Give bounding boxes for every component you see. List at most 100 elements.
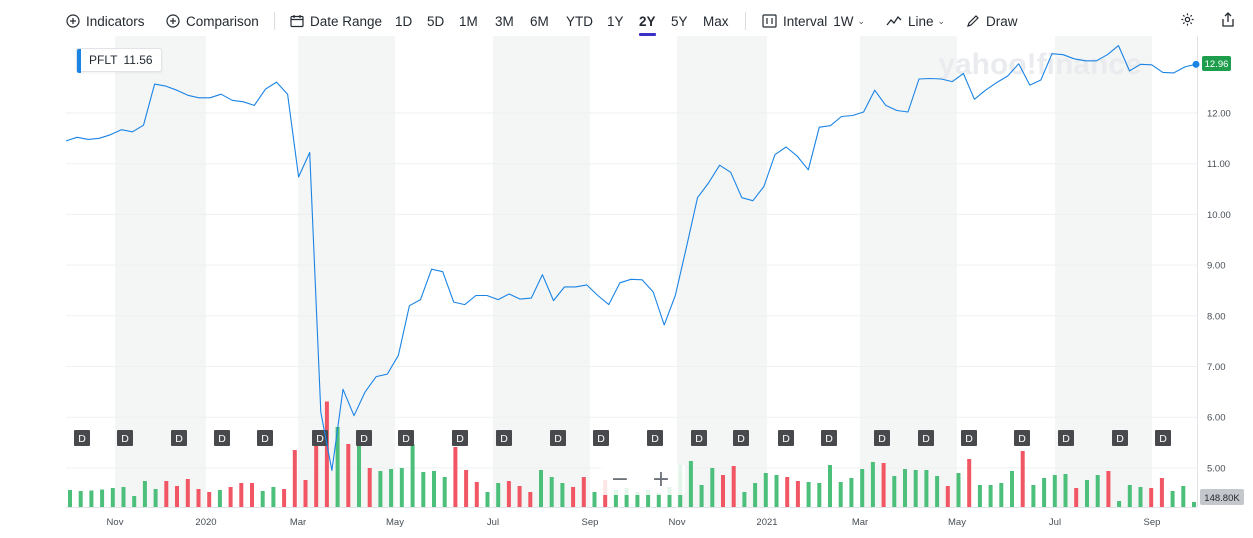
- volume-bar: [474, 482, 479, 507]
- yahoo-finance-watermark: yahoo!finance: [938, 48, 1141, 81]
- volume-bar: [228, 487, 233, 507]
- volume-bar: [795, 481, 800, 507]
- volume-bar: [442, 477, 447, 507]
- date-range-button[interactable]: Date Range: [290, 11, 382, 31]
- dividend-marker: [593, 430, 609, 446]
- dividend-marker-label: D: [402, 433, 410, 445]
- range-5d-button[interactable]: 5D: [427, 13, 445, 29]
- dividend-marker-label: D: [1159, 433, 1167, 445]
- chart-type-label: Line: [908, 13, 934, 29]
- volume-bar: [935, 476, 940, 507]
- dividend-marker-label: D: [456, 433, 464, 445]
- zoom-out-button[interactable]: −: [611, 467, 629, 492]
- volume-bar: [89, 490, 94, 507]
- zoom-controls[interactable]: − +: [601, 465, 685, 495]
- draw-label: Draw: [986, 13, 1018, 29]
- volume-bar: [506, 481, 511, 507]
- volume-bar: [303, 480, 308, 507]
- volume-bar: [378, 471, 383, 507]
- volume-bar: [464, 470, 469, 507]
- volume-bar: [956, 473, 961, 507]
- zoom-in-button[interactable]: +: [652, 467, 670, 492]
- volume-bar: [828, 465, 832, 507]
- dividend-marker-label: D: [316, 433, 324, 445]
- volume-bar: [1149, 488, 1154, 507]
- range-5y-button[interactable]: 5Y: [671, 13, 688, 29]
- dividend-marker: [691, 430, 707, 446]
- volume-bar: [549, 477, 554, 507]
- volume-bar: [217, 490, 222, 507]
- interval-value: 1W: [833, 13, 854, 29]
- volume-bar: [282, 489, 287, 507]
- share-button[interactable]: [1221, 11, 1235, 31]
- volume-bar: [699, 485, 704, 507]
- volume-bar: [571, 487, 576, 507]
- volume-bar: [453, 447, 458, 507]
- range-1m-button[interactable]: 1M: [459, 13, 478, 29]
- volume-bar: [924, 470, 929, 507]
- x-tick-label: May: [948, 517, 966, 528]
- volume-bar: [1020, 451, 1025, 507]
- dividend-marker: [874, 430, 890, 446]
- dividend-marker: [356, 430, 372, 446]
- chart-type-dropdown[interactable]: Line ⌄: [886, 11, 945, 31]
- range-3m-button[interactable]: 3M: [495, 13, 514, 29]
- shade-band: [115, 36, 206, 507]
- indicators-button[interactable]: Indicators: [66, 11, 145, 31]
- y-axis: 5.00 6.00 7.00 8.00 9.00 10.00 11.00 12.00: [1207, 109, 1231, 475]
- dividend-marker-label: D: [825, 433, 833, 445]
- range-1y-button[interactable]: 1Y: [607, 13, 624, 29]
- y-tick-label: 8.00: [1207, 311, 1226, 322]
- volume-bar: [399, 468, 404, 507]
- candle-icon: [762, 14, 777, 28]
- draw-button[interactable]: Draw: [966, 11, 1018, 31]
- volume-bar: [121, 487, 126, 507]
- range-6m-button[interactable]: 6M: [530, 13, 549, 29]
- volume-bar: [314, 440, 319, 507]
- series-symbol: PFLT: [89, 53, 118, 67]
- volume-bar: [421, 472, 426, 507]
- price-series-line: [65, 45, 1197, 471]
- volume-bar: [977, 485, 982, 507]
- volume-bar: [164, 481, 169, 507]
- dividend-marker-label: D: [218, 433, 226, 445]
- volume-bar: [967, 459, 972, 507]
- last-value-badge: [1202, 56, 1231, 71]
- volume-bar: [838, 482, 843, 507]
- dividend-marker: [398, 430, 414, 446]
- dividend-marker-label: D: [1062, 433, 1070, 445]
- comparison-button[interactable]: Comparison: [166, 11, 259, 31]
- dividend-marker: [778, 430, 794, 446]
- volume-bar: [1192, 502, 1196, 507]
- dividend-marker: [1112, 430, 1128, 446]
- x-tick-label: 2021: [756, 517, 777, 528]
- interval-dropdown[interactable]: Interval 1W ⌄: [762, 11, 865, 31]
- interval-label: Interval: [783, 13, 828, 29]
- volume-bar: [849, 478, 854, 507]
- volume-bar: [1074, 488, 1079, 507]
- dividend-marker: [550, 430, 566, 446]
- range-2y-button[interactable]: 2Y: [639, 13, 656, 29]
- volume-bar: [1095, 475, 1100, 507]
- dividend-marker-label: D: [782, 433, 790, 445]
- shade-band: [860, 36, 957, 507]
- range-ytd-button[interactable]: YTD: [566, 13, 593, 29]
- x-tick-label: May: [386, 517, 404, 528]
- shade-band: [493, 36, 590, 507]
- range-max-button[interactable]: Max: [703, 13, 729, 29]
- volume-bar: [860, 469, 865, 507]
- volume-bar: [742, 492, 747, 507]
- volume-bar: [292, 450, 297, 507]
- date-range-label: Date Range: [310, 13, 383, 29]
- volume-bar: [913, 470, 918, 507]
- dividend-marker: [918, 430, 934, 446]
- dividend-marker-label: D: [261, 433, 269, 445]
- settings-button[interactable]: [1180, 11, 1195, 31]
- dividend-marker: [171, 430, 187, 446]
- volume-bar: [688, 461, 693, 507]
- range-1d-button[interactable]: 1D: [395, 13, 413, 29]
- series-legend-pill[interactable]: PFLT 11.56: [76, 48, 162, 73]
- x-tick-label: Mar: [852, 517, 868, 528]
